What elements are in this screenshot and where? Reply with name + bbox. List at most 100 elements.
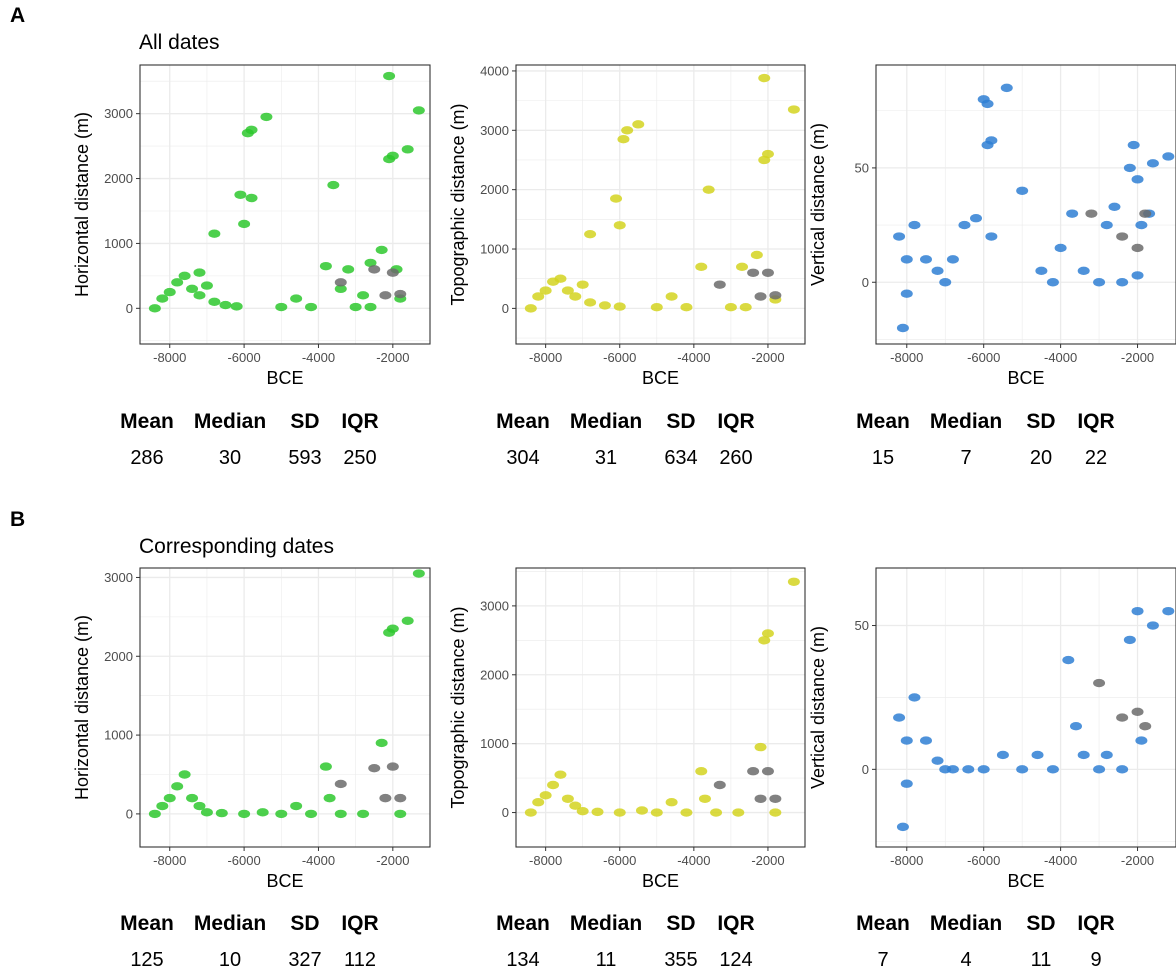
data-point xyxy=(977,765,990,774)
data-point-secondary xyxy=(761,767,774,776)
data-point xyxy=(1127,140,1140,150)
data-point xyxy=(1077,750,1090,760)
stat-header-median: Median xyxy=(569,912,643,935)
data-point xyxy=(680,302,693,312)
stat-value-sd: 11 xyxy=(1030,949,1052,971)
stat-value-mean: 304 xyxy=(506,447,540,469)
data-point xyxy=(695,767,708,776)
data-point xyxy=(230,302,243,311)
y-tick-label: 4000 xyxy=(480,63,509,78)
data-point-secondary xyxy=(754,794,767,803)
x-tick-label: -2000 xyxy=(751,350,784,365)
data-point xyxy=(985,232,998,241)
data-point xyxy=(920,736,932,745)
data-points xyxy=(893,606,1175,832)
stat-value-iqr: 9 xyxy=(1090,949,1102,971)
data-point xyxy=(769,808,782,817)
stat-header-median: Median xyxy=(193,912,267,935)
data-point xyxy=(996,750,1009,760)
x-axis-title: BCE xyxy=(266,368,303,388)
data-point xyxy=(208,297,221,307)
data-point-secondary xyxy=(1139,721,1152,731)
data-point xyxy=(761,149,774,159)
x-tick-label: -4000 xyxy=(1044,853,1077,868)
data-point xyxy=(591,807,604,817)
data-point xyxy=(561,794,574,803)
y-tick-label: 3000 xyxy=(480,123,509,138)
y-tick-label: 1000 xyxy=(480,242,509,257)
data-point-secondary xyxy=(754,292,767,301)
data-point xyxy=(1123,635,1136,645)
y-tick-label: 0 xyxy=(502,301,509,316)
data-point xyxy=(931,266,944,276)
data-point-secondary xyxy=(379,793,392,803)
data-point xyxy=(193,268,206,277)
data-point xyxy=(554,770,567,779)
data-point xyxy=(920,255,932,264)
x-tick-label: -6000 xyxy=(603,350,636,365)
stat-header-iqr: IQR xyxy=(1077,912,1115,935)
data-points xyxy=(524,577,800,817)
stat-value-mean: 15 xyxy=(871,447,895,469)
data-point xyxy=(524,304,537,313)
y-tick-label: 3000 xyxy=(480,598,509,613)
plot-frame xyxy=(515,64,806,345)
data-point xyxy=(200,281,213,290)
data-point xyxy=(186,284,199,294)
data-point-secondary xyxy=(368,763,381,773)
x-tick-label: -8000 xyxy=(890,853,923,868)
data-point xyxy=(787,105,800,114)
data-point xyxy=(584,229,597,239)
data-point xyxy=(946,765,959,774)
data-point xyxy=(178,770,191,779)
stat-header-sd: SD xyxy=(666,410,696,433)
data-point xyxy=(1131,175,1144,184)
data-point xyxy=(1000,83,1013,93)
data-point xyxy=(1066,209,1079,218)
stat-header-median: Median xyxy=(929,912,1003,935)
stat-header-mean: Mean xyxy=(120,912,174,935)
stat-value-iqr: 112 xyxy=(344,949,376,971)
data-point xyxy=(1146,621,1159,630)
data-point xyxy=(334,809,347,819)
data-point xyxy=(245,125,258,135)
data-point xyxy=(260,112,273,122)
data-point xyxy=(900,736,913,745)
data-point xyxy=(939,278,952,287)
data-point-secondary xyxy=(1131,707,1144,717)
data-point xyxy=(1077,266,1090,276)
stat-value-mean: 7 xyxy=(877,949,889,971)
stat-value-mean: 286 xyxy=(130,447,164,469)
x-tick-label: -8000 xyxy=(529,350,562,365)
data-point xyxy=(171,278,184,287)
data-point xyxy=(1093,278,1106,287)
x-tick-label: -8000 xyxy=(153,350,186,365)
stat-header-sd: SD xyxy=(290,912,320,935)
data-point xyxy=(1135,736,1148,745)
stat-value-iqr: 124 xyxy=(719,949,753,971)
data-point xyxy=(931,756,944,765)
y-tick-label: 2000 xyxy=(480,667,509,682)
data-point xyxy=(156,801,169,811)
data-point xyxy=(698,794,711,803)
data-point xyxy=(334,284,347,294)
data-point xyxy=(635,806,648,815)
stat-value-sd: 20 xyxy=(1029,447,1053,469)
y-tick-label: 1000 xyxy=(104,728,133,743)
data-point xyxy=(524,808,537,817)
x-tick-label: -4000 xyxy=(302,350,335,365)
data-point-secondary xyxy=(713,280,726,289)
x-tick-label: -2000 xyxy=(376,350,409,365)
stat-header-mean: Mean xyxy=(496,410,550,433)
plot-frame xyxy=(875,567,1176,848)
data-point xyxy=(981,99,994,109)
data-point xyxy=(1016,186,1029,195)
stat-value-sd: 355 xyxy=(664,949,698,971)
data-point xyxy=(908,693,921,702)
data-point xyxy=(163,793,176,803)
data-point xyxy=(750,250,763,260)
data-point-secondary xyxy=(394,793,407,803)
plot-background xyxy=(516,65,805,344)
data-point xyxy=(412,569,425,578)
stat-value-mean: 125 xyxy=(130,949,164,971)
